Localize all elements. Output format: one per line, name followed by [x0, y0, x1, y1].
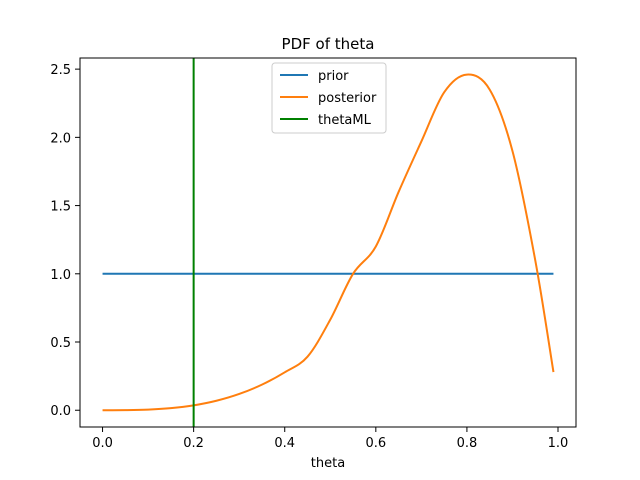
y-tick-label: 2.5 [50, 63, 71, 78]
plot-area [102, 58, 555, 427]
y-tick-label: 0.5 [50, 336, 71, 351]
y-tick-label: 1.0 [50, 268, 71, 283]
legend-box [271, 62, 387, 134]
legend: prior posterior thetaML [271, 62, 387, 134]
y-tick-label: 2.0 [50, 131, 71, 146]
x-tick-label: 0.2 [183, 436, 204, 451]
y-tick-label: 0.0 [50, 404, 71, 419]
x-tick-label: 1.0 [548, 436, 569, 451]
x-tick-label: 0.0 [92, 436, 113, 451]
x-axis-title: theta [311, 456, 345, 471]
legend-label-posterior: posterior [318, 91, 377, 106]
x-tick-label: 0.6 [365, 436, 386, 451]
legend-label-thetaML: thetaML [318, 113, 372, 128]
axis-ticks: 0.0 0.2 0.4 0.6 0.8 1.0 0.0 0.5 1.0 1.5 2.0 2.5 [50, 63, 568, 451]
x-tick-label: 0.4 [274, 436, 295, 451]
legend-label-prior: prior [318, 69, 349, 84]
chart-title: PDF of theta [282, 35, 375, 53]
y-tick-label: 1.5 [50, 200, 71, 215]
series-line-posterior [102, 73, 555, 412]
axes-frame [79, 57, 577, 428]
x-tick-label: 0.8 [457, 436, 478, 451]
